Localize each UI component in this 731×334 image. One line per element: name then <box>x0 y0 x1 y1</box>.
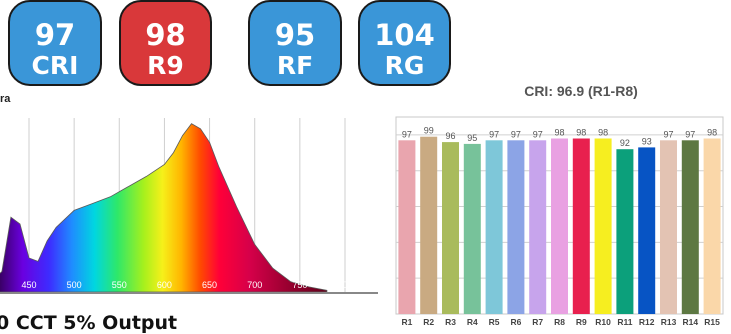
cri-bar-r12 <box>638 147 656 314</box>
cri-badge: 97 CRI <box>8 0 102 86</box>
cri-category-label: R15 <box>704 317 720 327</box>
cri-value-label: 93 <box>642 136 652 146</box>
cri-category-label: R2 <box>423 317 434 327</box>
cri-category-label: R9 <box>576 317 587 327</box>
cri-value-label: 92 <box>620 138 630 148</box>
rg-value: 104 <box>374 18 435 52</box>
cri-bar-r3 <box>442 142 459 314</box>
cri-category-label: R14 <box>683 317 699 327</box>
cri-category-label: R6 <box>510 317 521 327</box>
cri-category-label: R13 <box>661 317 677 327</box>
spectrum-tick-label: 750 <box>292 280 307 290</box>
spectrum-tick-label: 800 <box>337 280 352 290</box>
cri-category-label: R11 <box>617 317 632 327</box>
r9-label: R9 <box>147 51 184 80</box>
cri-category-label: R4 <box>467 317 478 327</box>
cri-value-label: 99 <box>424 126 434 136</box>
cri-bar-r10 <box>594 138 612 314</box>
r9-badge: 98 R9 <box>119 0 212 86</box>
cri-bar-r11 <box>616 149 634 314</box>
cri-category-label: R8 <box>554 317 565 327</box>
cri-value-label: 96 <box>445 131 455 141</box>
cri-value-label: 98 <box>598 128 608 138</box>
cri-bar-r5 <box>485 140 503 314</box>
cri-label: CRI <box>31 51 79 80</box>
spectrum-tick-label: 500 <box>67 280 82 290</box>
cri-category-label: R5 <box>489 317 500 327</box>
rf-label: RF <box>276 51 314 80</box>
spectrum-tick-label: 600 <box>157 280 172 290</box>
cri-value-label: 98 <box>576 128 586 138</box>
cri-value-label: 98 <box>707 128 717 138</box>
cri-value-label: 97 <box>663 129 673 139</box>
cri-bar-r15 <box>703 138 721 314</box>
cri-value-label: 97 <box>489 129 499 139</box>
cri-value-label: 97 <box>402 129 412 139</box>
cri-bar-r8 <box>551 138 568 314</box>
cri-value-label: 98 <box>554 128 564 138</box>
cri-category-label: R7 <box>532 317 543 327</box>
spectrum-tick-label: 700 <box>247 280 262 290</box>
rg-label: RG <box>384 51 425 80</box>
cri-bar-r9 <box>572 138 590 314</box>
cri-category-label: R3 <box>445 317 456 327</box>
spectrum-label: ra <box>0 93 11 105</box>
cri-category-label: R1 <box>401 317 412 327</box>
cri-bar-r1 <box>398 140 416 314</box>
r9-value: 98 <box>145 18 186 52</box>
cri-value-label: 97 <box>511 129 521 139</box>
cri-bar-r7 <box>529 140 547 314</box>
cri-bar-r13 <box>660 140 677 314</box>
spectrum-area <box>0 123 328 293</box>
cri-value-label: 97 <box>533 129 543 139</box>
spectrum-tick-label: 650 <box>202 280 217 290</box>
spectrum-caption: 0 CCT 5% Output <box>0 312 178 334</box>
cri-value-label: 97 <box>685 129 695 139</box>
cri-category-label: R12 <box>639 317 655 327</box>
rf-value: 95 <box>274 18 316 52</box>
cri-bar-r4 <box>463 143 481 314</box>
cri-bar-chart: CRI: 96.9 (R1-R8) 97 R1 99 R2 96 R3 95 R4 97 R5 97… <box>395 83 724 327</box>
spectrum-chart: 450 500 550 600 650 700 750 800 <box>0 118 378 294</box>
cri-bar-r2 <box>420 136 438 314</box>
cri-category-label: R10 <box>595 317 611 327</box>
spectrum-tick-label: 550 <box>112 280 127 290</box>
spectrum-tick-label: 450 <box>21 280 36 290</box>
rg-badge: 104 RG <box>358 0 451 86</box>
cri-bar-r14 <box>681 140 699 314</box>
rf-badge: 95 RF <box>248 0 342 86</box>
cri-value: 97 <box>34 18 76 52</box>
chart-title: CRI: 96.9 (R1-R8) <box>524 83 638 99</box>
cri-bar-r6 <box>507 140 525 314</box>
cri-value-label: 95 <box>467 133 477 143</box>
